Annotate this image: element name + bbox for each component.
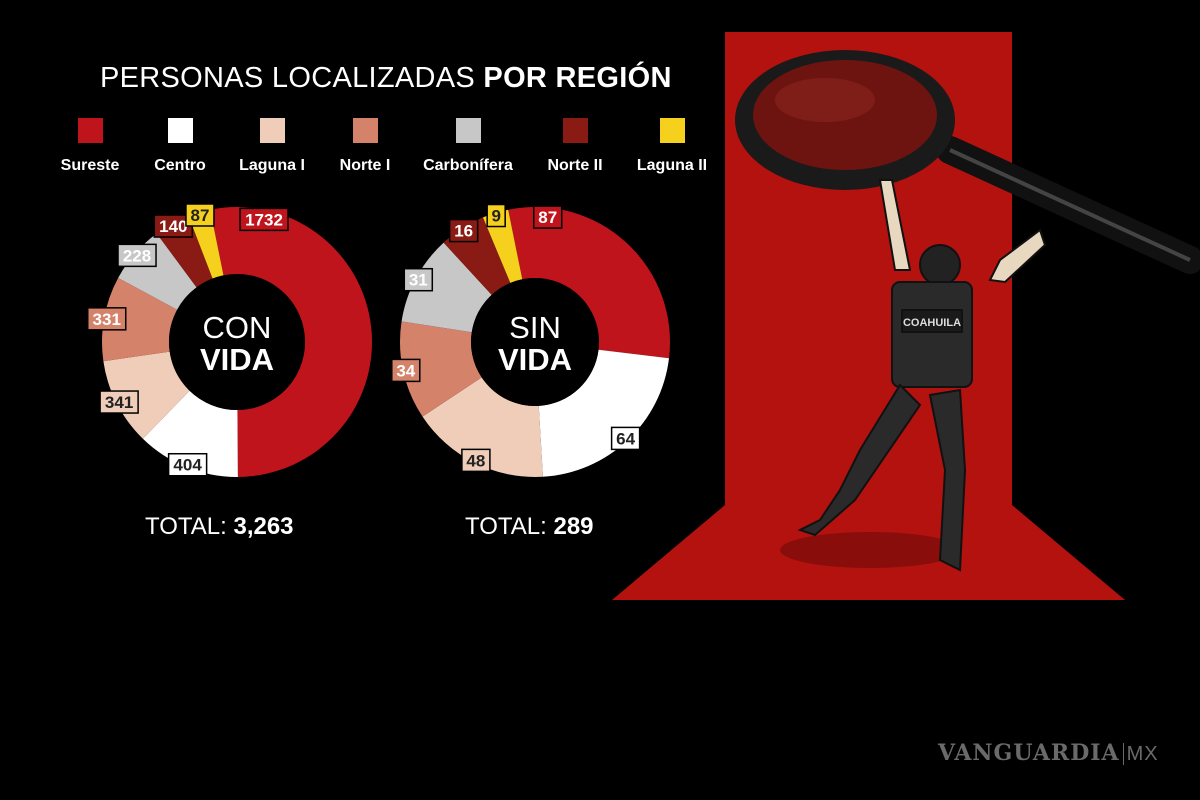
center-label: SIN [509,310,561,345]
svg-text:331: 331 [93,310,121,329]
legend-item-carbon-fera: Carbonífera [418,118,518,175]
legend-label: Sureste [60,157,120,174]
legend-swatch [455,118,481,143]
slice-norte-i [102,277,178,362]
legend-item-laguna-ii: Laguna II [622,118,722,175]
svg-text:1732: 1732 [245,210,283,229]
legend-label: Norte II [547,157,603,174]
legend-swatch [77,118,103,143]
legend-item-norte-ii: Norte II [525,118,625,175]
svg-text:16: 16 [454,222,473,241]
legend-swatch [167,118,193,143]
center-label: CON [203,310,272,345]
svg-text:404: 404 [173,456,202,475]
brand-logo: VANGUARDIA MX [938,740,1159,766]
donut-hole [471,278,599,406]
legend-item-sureste: Sureste [40,118,140,175]
data-label: 341 [99,390,139,414]
data-label: 64 [610,426,641,451]
legend-swatch [259,118,285,143]
slice-centro [142,390,238,477]
total-sin-vida: TOTAL: 289 [465,513,594,540]
svg-text:48: 48 [466,451,485,470]
slice-laguna-ii [482,209,523,283]
legend-label: Carbonífera [423,157,513,174]
svg-text:64: 64 [616,429,635,448]
data-label: 16 [448,218,479,243]
data-label: 87 [532,205,563,229]
legend-label: Laguna II [636,157,708,174]
svg-text:31: 31 [409,271,428,290]
data-label: 140 [153,214,194,238]
slice-laguna-i [422,377,543,477]
legend-item-centro: Centro [130,118,230,175]
data-label: 1732 [239,207,289,232]
data-label: 31 [403,267,434,292]
data-label: 404 [167,452,208,477]
slice-carbon-fera [401,242,492,333]
legend-item-norte-i: Norte I [315,118,415,175]
svg-text:87: 87 [190,206,209,225]
legend-label: Laguna I [239,157,305,174]
center-label: VIDA [200,342,274,377]
data-label: 331 [86,307,127,331]
data-label: 228 [117,243,157,268]
svg-text:341: 341 [105,393,133,412]
slice-laguna-i [103,351,190,439]
svg-text:140: 140 [159,217,187,236]
data-label: 9 [486,203,506,228]
svg-text:228: 228 [123,246,151,265]
title-light: PERSONAS LOCALIZADAS [100,62,476,94]
shadow [780,532,960,568]
illustration-investigator-magnifier: COAHUILA [612,32,1200,600]
chart-title: PERSONAS LOCALIZADAS POR REGIÓN [100,62,672,95]
vest-label: COAHUILA [903,317,961,329]
legend-label: Centro [154,157,206,174]
data-label: 87 [185,203,215,227]
svg-text:34: 34 [396,361,415,380]
legend-swatch [352,118,378,143]
title-bold: POR REGIÓN [483,62,672,94]
svg-text:87: 87 [538,208,557,227]
svg-text:9: 9 [491,207,500,226]
legend-item-laguna-i: Laguna I [222,118,322,175]
slice-sureste [508,207,670,359]
data-label: 34 [391,358,421,383]
data-label: 48 [461,448,491,473]
center-label: VIDA [498,342,572,377]
slice-laguna-ii [188,209,224,279]
legend-label: Norte I [339,157,391,174]
donut-hole [169,274,305,410]
slice-centro [538,349,670,477]
slice-sureste [210,206,373,477]
legend-swatch [562,118,588,143]
magnifying-glass-icon [735,50,1200,274]
total-con-vida: TOTAL: 3,263 [145,513,294,540]
agent-figure: COAHUILA [797,179,1047,572]
slice-norte-i [400,321,482,417]
legend-swatch [659,118,685,143]
